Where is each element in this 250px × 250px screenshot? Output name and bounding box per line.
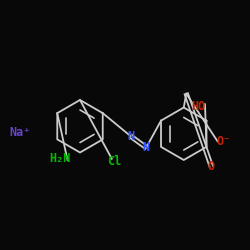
Text: H₂N: H₂N <box>49 152 71 165</box>
Text: Cl: Cl <box>106 155 121 168</box>
Text: N: N <box>127 130 134 143</box>
Text: Na⁺: Na⁺ <box>9 126 31 139</box>
Text: O: O <box>208 160 215 173</box>
Text: O⁻: O⁻ <box>216 135 231 148</box>
Text: HO: HO <box>192 100 206 113</box>
Text: N: N <box>143 141 150 154</box>
